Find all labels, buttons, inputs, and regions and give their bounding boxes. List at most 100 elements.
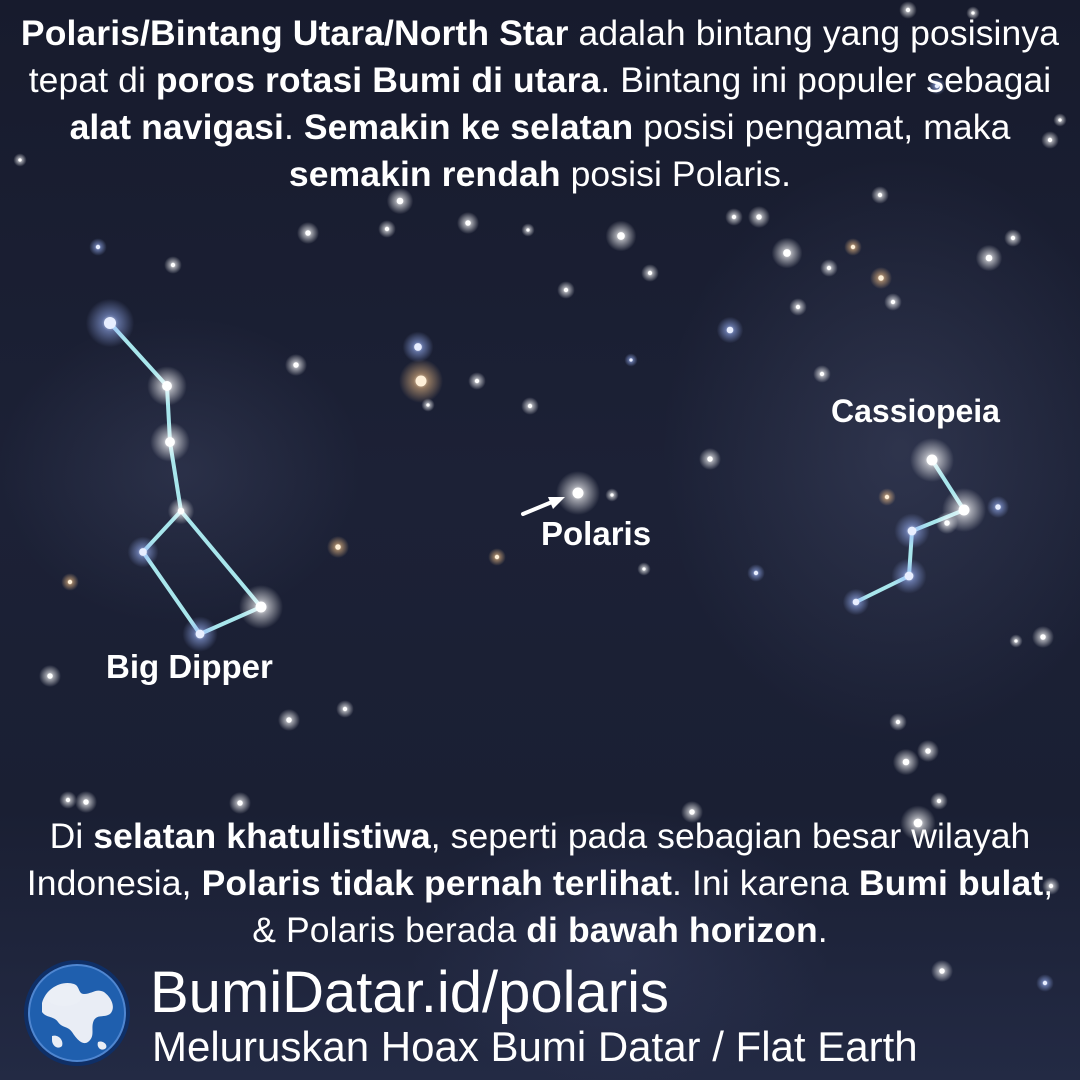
site-url: BumiDatar.id/polaris <box>150 960 669 1025</box>
star <box>177 507 185 515</box>
star <box>305 230 311 236</box>
star <box>83 799 89 805</box>
star <box>139 548 147 556</box>
star <box>1058 118 1062 122</box>
site-tagline: Meluruskan Hoax Bumi Datar / Flat Earth <box>152 1023 918 1070</box>
star <box>1042 980 1048 986</box>
star <box>426 403 430 407</box>
stars <box>13 1 1067 992</box>
star <box>1010 235 1016 241</box>
star <box>852 598 860 606</box>
star <box>18 158 22 162</box>
star <box>67 579 73 585</box>
star <box>255 601 267 613</box>
star <box>526 228 530 232</box>
big-dipper-label: Big Dipper <box>106 648 273 685</box>
star <box>642 567 646 571</box>
star <box>494 554 500 560</box>
star <box>384 226 390 232</box>
star <box>707 456 713 462</box>
star <box>756 214 762 220</box>
star <box>286 717 292 723</box>
star <box>629 358 633 362</box>
star <box>647 270 653 276</box>
top-text-segment: alat navigasi <box>69 107 284 147</box>
star <box>934 83 940 89</box>
star <box>237 800 243 806</box>
star <box>884 494 890 500</box>
top-text-segment: posisi pengamat, maka <box>633 107 1011 147</box>
star <box>162 381 172 391</box>
star <box>396 197 404 205</box>
star <box>895 719 901 725</box>
star <box>165 437 175 447</box>
star <box>783 249 791 257</box>
cassiopeia-label: Cassiopeia <box>831 393 1000 429</box>
star <box>826 265 832 271</box>
star <box>572 487 584 499</box>
star <box>689 809 695 815</box>
top-text-segment: Semakin ke selatan <box>303 107 634 147</box>
star <box>902 758 910 766</box>
intro-paragraph: Polaris/Bintang Utara/North Star adalah … <box>10 10 1070 198</box>
top-text-segment: Polaris/Bintang Utara/North Star <box>20 13 569 53</box>
bottom-text-segment: Bumi bulat <box>858 863 1044 903</box>
star <box>335 544 341 550</box>
star <box>913 818 923 828</box>
star <box>904 571 914 581</box>
big-dipper-lines <box>108 321 263 636</box>
top-text-segment: poros rotasi Bumi di utara <box>155 60 601 100</box>
conclusion-paragraph: Di selatan khatulistiwa, seperti pada se… <box>10 813 1070 954</box>
star <box>890 299 896 305</box>
star <box>414 343 422 351</box>
star <box>726 326 734 334</box>
star <box>293 362 299 368</box>
star <box>753 570 759 576</box>
top-text-segment: adalah bintang yang posisinya tepat di <box>28 13 1060 100</box>
star <box>195 629 205 639</box>
star <box>1047 137 1053 143</box>
top-text-segment: posisi Polaris. <box>560 154 792 194</box>
bottom-text-segment: , & Polaris berada <box>252 863 1054 950</box>
star <box>65 797 71 803</box>
bottom-text-segment: . <box>817 910 828 950</box>
star <box>563 287 569 293</box>
star <box>819 371 825 377</box>
star <box>795 304 801 310</box>
top-text-segment: . Bintang ini populer sebagai <box>600 60 1052 100</box>
star <box>527 403 533 409</box>
star <box>1040 634 1046 640</box>
star <box>936 798 942 804</box>
bottom-text-segment: Polaris tidak pernah terlihat <box>201 863 673 903</box>
star <box>850 244 856 250</box>
polaris-label: Polaris <box>541 515 652 552</box>
star <box>610 493 614 497</box>
star <box>878 275 884 281</box>
star <box>170 262 176 268</box>
star <box>925 748 931 754</box>
star <box>939 968 945 974</box>
star <box>465 220 471 226</box>
top-text-segment: semakin rendah <box>288 154 561 194</box>
star <box>47 673 53 679</box>
bottom-text-segment: Di <box>49 816 94 856</box>
star <box>905 7 911 13</box>
bottom-text-segment: di bawah horizon <box>526 910 818 950</box>
star <box>95 244 101 250</box>
bottom-text-segment: . Ini karena <box>672 863 859 903</box>
star <box>617 232 625 240</box>
bottom-text-segment: , seperti pada sebagian besar wilayah In… <box>26 816 1031 903</box>
star <box>995 504 1001 510</box>
star <box>103 316 117 330</box>
bottom-text-segment: selatan khatulistiwa <box>93 816 431 856</box>
star <box>877 192 883 198</box>
star <box>1048 883 1054 889</box>
star <box>958 504 970 516</box>
star <box>971 11 975 15</box>
star <box>907 526 917 536</box>
star <box>415 375 427 387</box>
star <box>474 378 480 384</box>
globe-logo-icon <box>24 960 130 1066</box>
star <box>926 454 938 466</box>
